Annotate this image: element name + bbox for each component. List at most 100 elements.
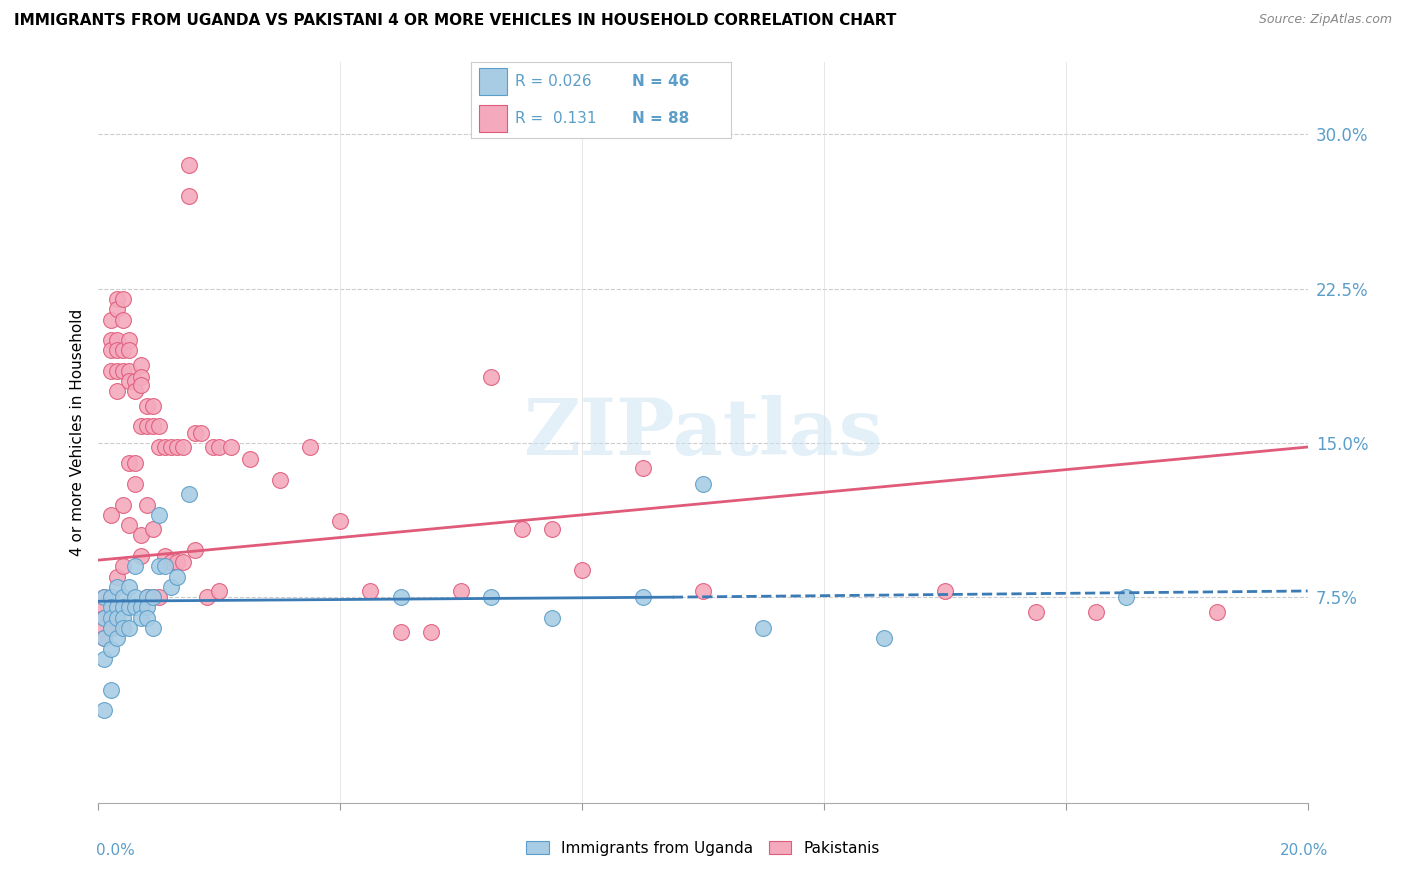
Point <box>160 555 183 569</box>
Point <box>129 528 152 542</box>
Point <box>450 584 472 599</box>
Point <box>329 514 352 528</box>
Point <box>100 312 122 326</box>
Point <box>148 440 170 454</box>
Point <box>111 498 134 512</box>
Text: R = 0.026: R = 0.026 <box>515 74 592 89</box>
Point <box>571 563 593 577</box>
Text: N = 46: N = 46 <box>633 74 690 89</box>
Point <box>202 440 225 454</box>
Point <box>142 399 165 413</box>
Point <box>208 440 231 454</box>
Point <box>1085 605 1108 619</box>
Point <box>160 580 183 594</box>
Point <box>111 559 134 574</box>
Point <box>360 584 382 599</box>
Point <box>105 302 128 317</box>
Point <box>118 600 141 615</box>
Point <box>160 440 183 454</box>
Point <box>93 590 115 604</box>
Point <box>105 384 128 399</box>
Point <box>148 508 170 522</box>
Point <box>129 611 152 625</box>
Point <box>124 477 146 491</box>
Point <box>692 477 714 491</box>
Point <box>153 559 176 574</box>
Text: IMMIGRANTS FROM UGANDA VS PAKISTANI 4 OR MORE VEHICLES IN HOUSEHOLD CORRELATION : IMMIGRANTS FROM UGANDA VS PAKISTANI 4 OR… <box>14 13 897 29</box>
Point <box>100 590 122 604</box>
Bar <box>479 68 508 95</box>
Point <box>124 600 146 615</box>
Text: 20.0%: 20.0% <box>1281 843 1329 858</box>
Point <box>105 600 128 615</box>
Text: N = 88: N = 88 <box>633 111 689 126</box>
Point <box>111 343 134 358</box>
Y-axis label: 4 or more Vehicles in Household: 4 or more Vehicles in Household <box>69 309 84 557</box>
Point <box>142 522 165 536</box>
Point <box>105 343 128 358</box>
Point <box>153 549 176 563</box>
Point <box>934 584 956 599</box>
Point <box>111 600 134 615</box>
Point <box>105 364 128 378</box>
Point <box>184 425 207 440</box>
Point <box>124 457 146 471</box>
Point <box>166 440 188 454</box>
Text: ZIPatlas: ZIPatlas <box>523 394 883 471</box>
Point <box>142 590 165 604</box>
Point <box>135 590 157 604</box>
Text: Source: ZipAtlas.com: Source: ZipAtlas.com <box>1258 13 1392 27</box>
Point <box>111 364 134 378</box>
Point <box>631 590 654 604</box>
Point <box>100 343 122 358</box>
Point <box>135 611 157 625</box>
Point <box>118 343 141 358</box>
Point <box>93 632 115 646</box>
Point <box>142 419 165 434</box>
Point <box>752 621 775 635</box>
Point <box>105 580 128 594</box>
Point <box>389 625 412 640</box>
Point <box>142 621 165 635</box>
Point <box>540 611 562 625</box>
Point <box>105 333 128 347</box>
Point <box>269 473 291 487</box>
Point <box>208 584 231 599</box>
Point <box>93 621 115 635</box>
Point <box>179 487 201 501</box>
Bar <box>479 105 508 132</box>
Point <box>148 419 170 434</box>
Point <box>510 522 533 536</box>
Point <box>184 542 207 557</box>
Point <box>124 559 146 574</box>
Point <box>100 364 122 378</box>
Point <box>124 590 146 604</box>
Point <box>100 641 122 656</box>
Point <box>100 590 122 604</box>
Point <box>1024 605 1046 619</box>
Point <box>100 333 122 347</box>
Point <box>100 611 122 625</box>
Point <box>93 611 115 625</box>
Text: 0.0%: 0.0% <box>96 843 135 858</box>
Point <box>93 611 115 625</box>
Point <box>389 590 412 604</box>
Point <box>124 384 146 399</box>
Point <box>190 425 212 440</box>
Point <box>179 158 201 172</box>
Point <box>631 460 654 475</box>
Point <box>111 292 134 306</box>
Point <box>129 378 152 392</box>
Point <box>148 559 170 574</box>
Point <box>118 621 141 635</box>
Point <box>105 611 128 625</box>
Point <box>118 518 141 533</box>
Point <box>105 569 128 583</box>
Point <box>129 358 152 372</box>
Point <box>118 457 141 471</box>
Point <box>93 600 115 615</box>
Point <box>135 419 157 434</box>
Point <box>129 419 152 434</box>
Point <box>166 569 188 583</box>
Point <box>105 292 128 306</box>
